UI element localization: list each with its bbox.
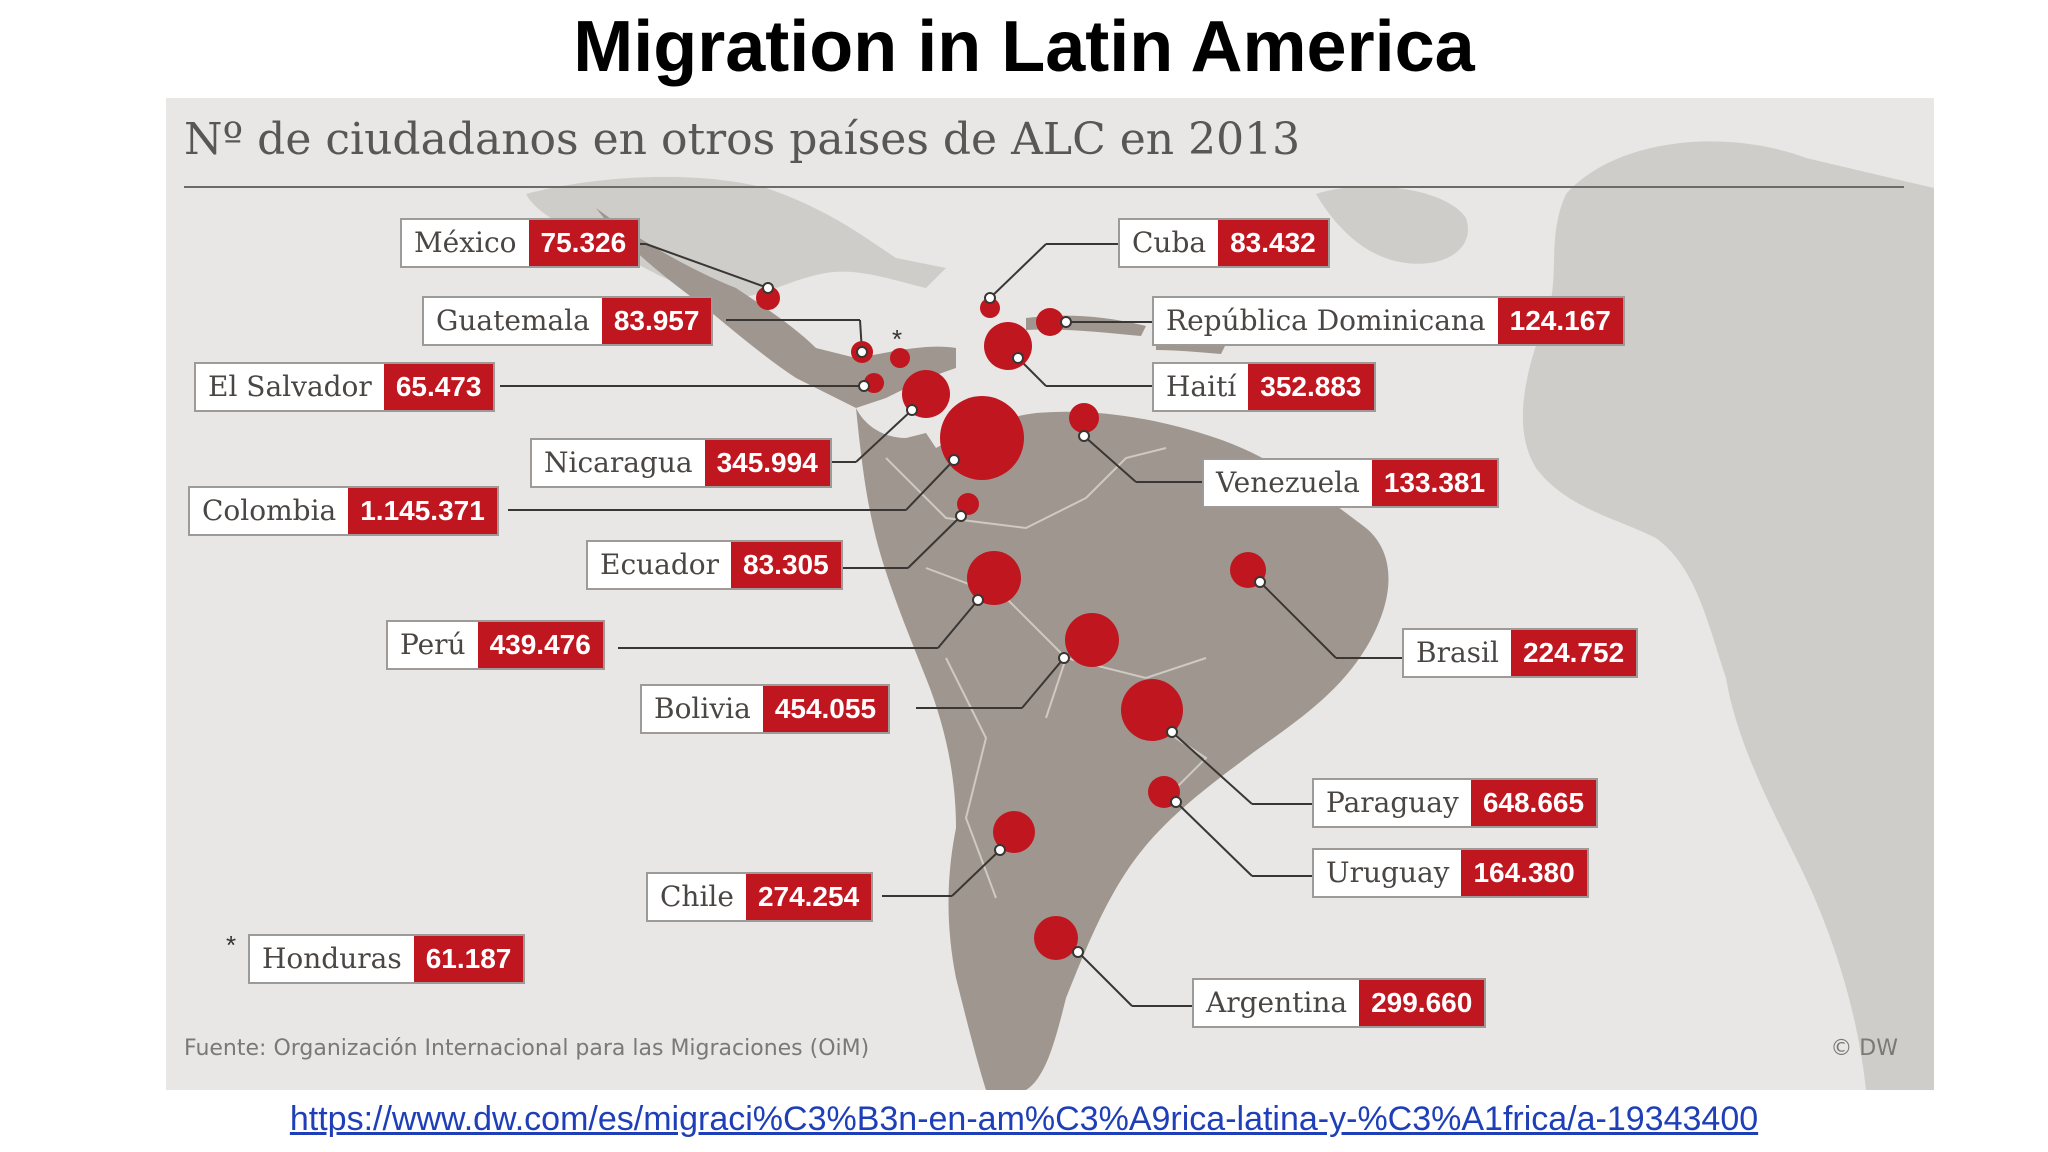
leader-lines <box>500 243 1402 1007</box>
background-land <box>526 141 1934 1090</box>
label-chile: Chile 274.254 <box>646 872 874 922</box>
label-ecuador: Ecuador 83.305 <box>586 540 843 590</box>
label-honduras: Honduras 61.187 <box>248 934 526 984</box>
bubble-argentina <box>1034 916 1078 960</box>
country-name: Chile <box>660 880 734 913</box>
country-name: Honduras <box>262 942 402 975</box>
country-value: 454.055 <box>762 686 889 732</box>
bubble-peru <box>967 551 1021 605</box>
bubble-mexico <box>756 286 780 310</box>
bubble-venezuela <box>1069 403 1099 433</box>
label-peru: Perú 439.476 <box>386 620 605 670</box>
country-name: Bolivia <box>654 692 751 725</box>
country-name: Brasil <box>1416 636 1499 669</box>
label-mexico: México 75.326 <box>400 218 641 268</box>
label-brasil: Brasil 224.752 <box>1402 628 1639 678</box>
label-guatemala: Guatemala 83.957 <box>422 296 714 346</box>
country-value: 345.994 <box>704 440 830 486</box>
label-argentina: Argentina 299.660 <box>1192 978 1487 1028</box>
country-name: Nicaragua <box>544 446 693 479</box>
country-name: Paraguay <box>1326 786 1459 819</box>
label-rep-dominicana: República Dominicana 124.167 <box>1152 296 1625 346</box>
country-value: 61.187 <box>413 936 524 982</box>
credit-note: © DW <box>1830 1036 1898 1061</box>
bubble-paraguay <box>1121 679 1183 741</box>
label-paraguay: Paraguay 648.665 <box>1312 778 1599 828</box>
infographic-map: Nº de ciudadanos en otros países de ALC … <box>166 98 1934 1090</box>
country-value: 224.752 <box>1510 630 1637 676</box>
country-value: 83.432 <box>1218 220 1328 266</box>
country-value: 83.305 <box>731 542 841 588</box>
country-name: Cuba <box>1132 226 1207 259</box>
map-graphic <box>500 141 1934 1090</box>
country-value: 274.254 <box>745 874 872 920</box>
country-name: Haití <box>1166 370 1237 403</box>
country-value: 124.167 <box>1497 298 1623 344</box>
label-bolivia: Bolivia 454.055 <box>640 684 891 734</box>
country-value: 439.476 <box>477 622 603 668</box>
country-value: 75.326 <box>528 220 639 266</box>
country-value: 352.883 <box>1248 364 1374 410</box>
country-name: Uruguay <box>1326 856 1450 889</box>
country-value: 164.380 <box>1461 850 1587 896</box>
country-name: Argentina <box>1206 986 1348 1019</box>
country-name: El Salvador <box>208 370 372 403</box>
title-divider <box>184 186 1904 188</box>
country-value: 1.145.371 <box>348 488 497 534</box>
country-value: 648.665 <box>1470 780 1597 826</box>
country-value: 299.660 <box>1359 980 1485 1026</box>
label-el-salvador: El Salvador 65.473 <box>194 362 496 412</box>
bubble-bolivia <box>1065 613 1119 667</box>
country-value: 133.381 <box>1371 460 1498 506</box>
footnote-asterisk: * <box>226 930 237 960</box>
bubble-rep-dominicana <box>1036 308 1064 336</box>
label-uruguay: Uruguay 164.380 <box>1312 848 1589 898</box>
bubble-colombia <box>940 396 1024 480</box>
country-value: 65.473 <box>383 364 494 410</box>
country-name: México <box>414 226 517 259</box>
country-name: Colombia <box>202 494 337 527</box>
country-name: República Dominicana <box>1166 304 1486 337</box>
label-nicaragua: Nicaragua 345.994 <box>530 438 832 488</box>
country-name: Perú <box>400 628 466 661</box>
connector-dots <box>762 282 1266 958</box>
map-asterisk: * <box>892 324 903 354</box>
bubble-cuba <box>980 298 1000 318</box>
label-venezuela: Venezuela 133.381 <box>1202 458 1500 508</box>
country-bubbles <box>756 286 1266 960</box>
bubble-haiti <box>984 322 1032 370</box>
bubble-ecuador <box>957 493 979 515</box>
source-note: Fuente: Organización Internacional para … <box>184 1036 870 1061</box>
slide-title: Migration in Latin America <box>573 7 1475 87</box>
label-cuba: Cuba 83.432 <box>1118 218 1330 268</box>
label-haiti: Haití 352.883 <box>1152 362 1376 412</box>
country-name: Ecuador <box>600 548 720 581</box>
bubble-chile <box>993 811 1035 853</box>
source-link[interactable]: https://www.dw.com/es/migraci%C3%B3n-en-… <box>289 1100 1759 1138</box>
bubble-honduras <box>890 348 910 368</box>
country-name: Guatemala <box>436 304 590 337</box>
country-name: Venezuela <box>1216 466 1360 499</box>
label-colombia: Colombia 1.145.371 <box>188 486 499 536</box>
infographic-title: Nº de ciudadanos en otros países de ALC … <box>184 114 1301 165</box>
country-value: 83.957 <box>601 298 712 344</box>
